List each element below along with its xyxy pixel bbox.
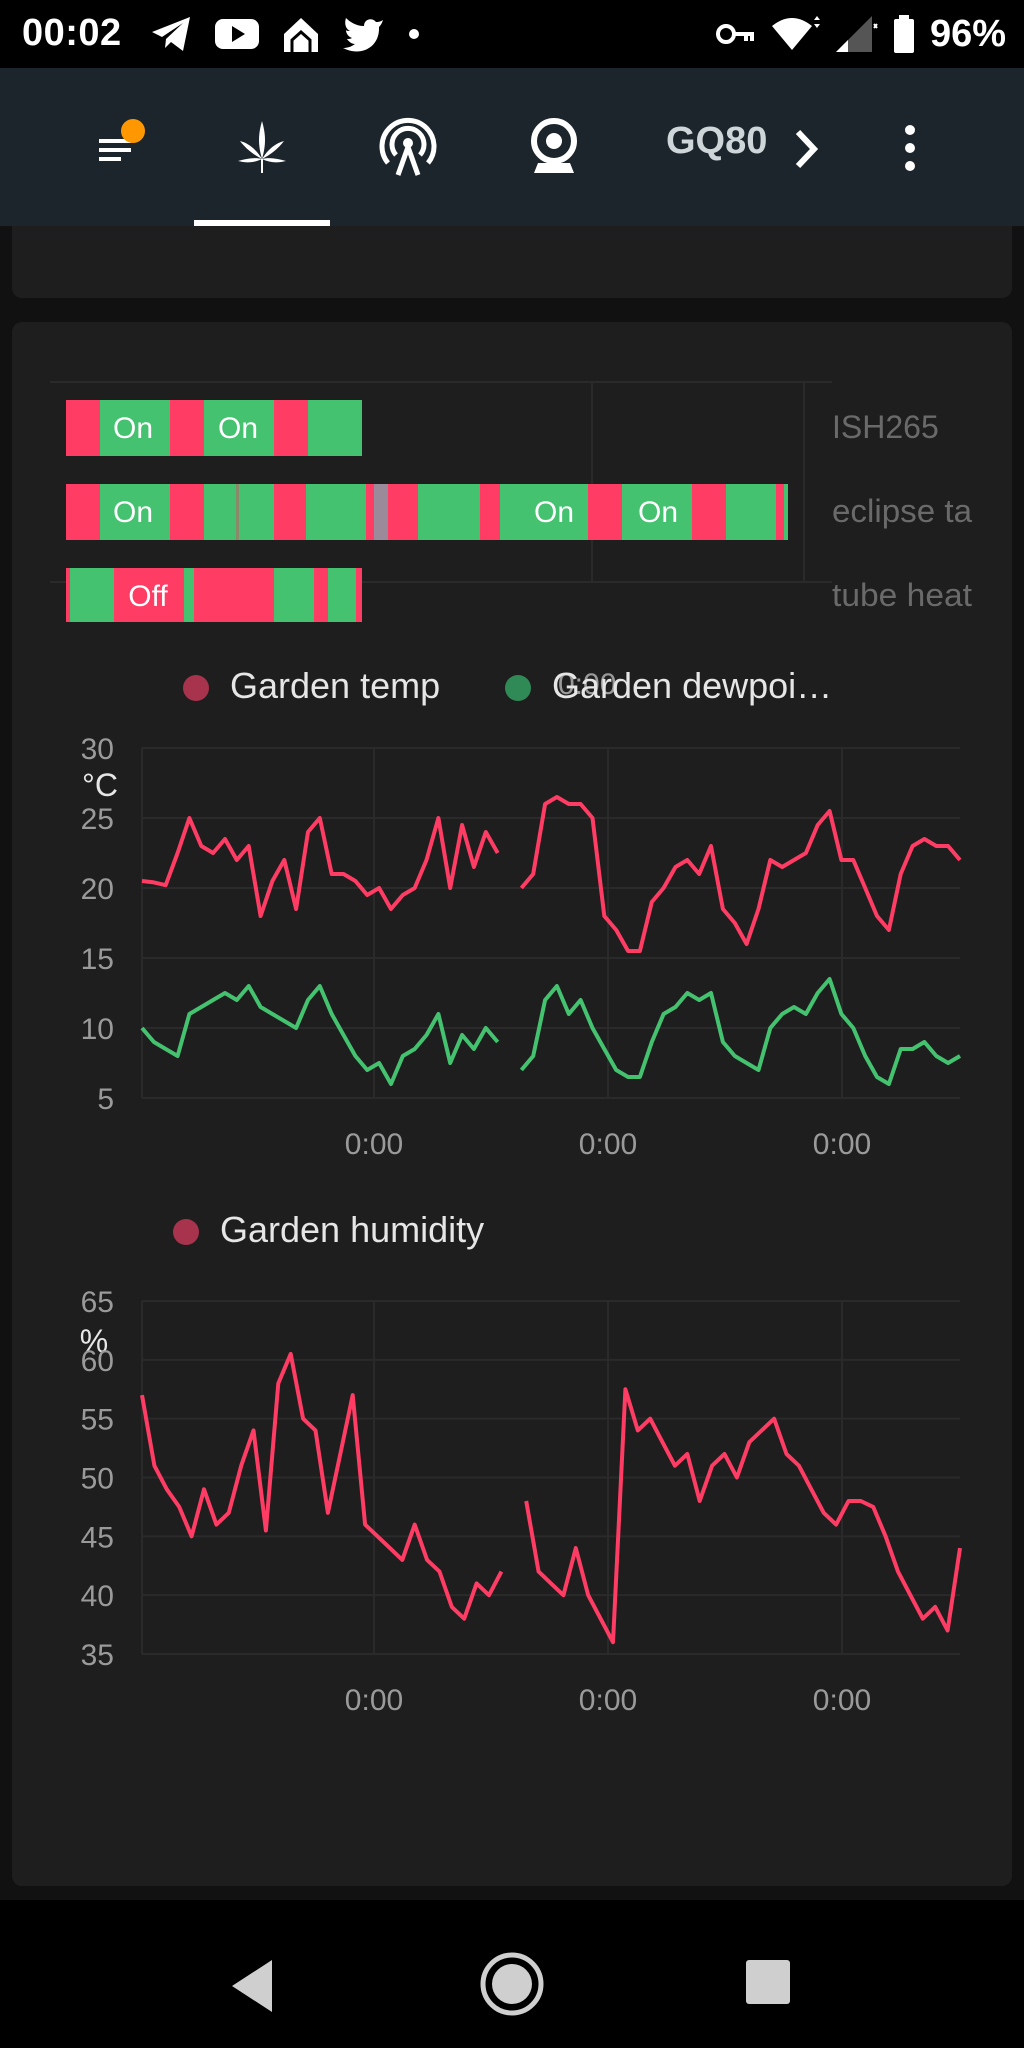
y-tick-label: 45 bbox=[81, 1521, 114, 1554]
menu-icon bbox=[99, 119, 145, 161]
y-tick-label: 50 bbox=[81, 1463, 114, 1496]
tab-plants[interactable] bbox=[194, 68, 330, 226]
x-tick-label: 0:00 bbox=[813, 1684, 871, 1717]
temp-unit-label: °C bbox=[82, 767, 118, 803]
battery-percent: 96% bbox=[929, 12, 1006, 55]
y-tick-label: 40 bbox=[81, 1580, 114, 1613]
webcam-icon bbox=[531, 118, 577, 173]
timeline-chart: On On ISH265 On On bbox=[50, 381, 972, 622]
timeline-label: Off bbox=[128, 580, 168, 613]
legend-label[interactable]: Garden dewpoi… bbox=[552, 665, 832, 706]
humidity-unit-label: % bbox=[80, 1323, 108, 1359]
x-tick-label: 0:00 bbox=[345, 1128, 403, 1161]
series-line bbox=[140, 977, 962, 1086]
y-tick-label: 55 bbox=[81, 1404, 114, 1437]
timeline-row-ish265: On On ISH265 bbox=[66, 400, 939, 456]
series-line bbox=[140, 1351, 962, 1645]
legend-dot bbox=[173, 1219, 199, 1245]
timeline-row-eclipse: On On On eclipse ta bbox=[66, 484, 972, 540]
y-tick-label: 20 bbox=[81, 873, 114, 906]
timeline-row-name: ISH265 bbox=[832, 409, 939, 445]
home-icon[interactable] bbox=[480, 1952, 544, 2016]
timeline-time-tick: 0:00 bbox=[558, 668, 617, 701]
timeline-row-name: eclipse ta bbox=[832, 493, 972, 529]
y-tick-label: 65 bbox=[81, 1286, 114, 1319]
device-selector[interactable]: GQ80 bbox=[666, 120, 767, 163]
youtube-icon bbox=[215, 19, 259, 49]
previous-card bbox=[12, 226, 1012, 298]
signal-icon bbox=[835, 16, 878, 52]
cannabis-leaf-icon bbox=[238, 121, 286, 173]
series-line bbox=[141, 795, 962, 953]
status-time: 00:02 bbox=[22, 12, 122, 54]
system-nav-bar bbox=[0, 1900, 1024, 2048]
wifi-icon bbox=[771, 16, 820, 50]
back-icon[interactable] bbox=[228, 1956, 278, 2016]
twitter-icon bbox=[343, 18, 383, 52]
legend-label[interactable]: Garden temp bbox=[230, 665, 440, 706]
x-tick-label: 0:00 bbox=[813, 1128, 871, 1161]
timeline-row-tube-heat: Off tube heat bbox=[66, 568, 972, 622]
vpn-key-icon bbox=[715, 24, 754, 44]
notification-badge bbox=[121, 119, 145, 143]
timeline-label: On bbox=[218, 412, 258, 445]
y-tick-label: 5 bbox=[97, 1083, 114, 1116]
y-tick-label: 15 bbox=[81, 943, 114, 976]
y-tick-label: 10 bbox=[81, 1013, 114, 1046]
status-bar: 00:02 96% bbox=[0, 0, 1024, 68]
status-right-icons: 96% bbox=[715, 10, 1006, 58]
timeline-label: On bbox=[113, 412, 153, 445]
timeline-label: On bbox=[638, 496, 678, 529]
legend-label[interactable]: Garden humidity bbox=[220, 1209, 484, 1250]
timeline-label: On bbox=[113, 496, 153, 529]
x-tick-label: 0:00 bbox=[579, 1684, 637, 1717]
top-app-bar: GQ80 bbox=[0, 68, 1024, 226]
tab-antenna[interactable] bbox=[358, 68, 458, 226]
x-tick-label: 0:00 bbox=[345, 1684, 403, 1717]
recents-icon[interactable] bbox=[744, 1958, 792, 2006]
dot-icon bbox=[409, 29, 419, 39]
y-tick-label: 25 bbox=[81, 803, 114, 836]
x-tick-label: 0:00 bbox=[579, 1128, 637, 1161]
y-tick-label: 30 bbox=[81, 733, 114, 766]
home-assistant-icon bbox=[284, 18, 318, 52]
tab-webcam[interactable] bbox=[504, 68, 604, 226]
battery-icon bbox=[893, 15, 914, 53]
more-vert-icon[interactable] bbox=[890, 120, 930, 176]
history-card: On On ISH265 On On bbox=[12, 322, 1012, 1886]
timeline-row-name: tube heat bbox=[832, 577, 972, 613]
tab-menu[interactable] bbox=[64, 68, 164, 226]
antenna-icon bbox=[379, 117, 437, 176]
timeline-label: On bbox=[534, 496, 574, 529]
active-tab-indicator bbox=[194, 220, 330, 226]
legend-dot bbox=[183, 675, 209, 701]
temperature-chart: °C Garden temp Garden dewpoi… 30 25 20 15 10 5 0… bbox=[81, 665, 962, 1161]
y-tick-label: 60 bbox=[81, 1345, 114, 1378]
telegram-icon bbox=[152, 17, 190, 51]
chevron-right-icon[interactable] bbox=[790, 124, 824, 174]
device-label-text: GQ80 bbox=[666, 120, 768, 162]
legend-dot bbox=[505, 675, 531, 701]
y-tick-label: 35 bbox=[81, 1639, 114, 1672]
humidity-chart: % Garden humidity 65 60 55 50 45 40 35 0:00 0:00 0… bbox=[80, 1209, 962, 1717]
status-left-icons bbox=[150, 10, 424, 58]
